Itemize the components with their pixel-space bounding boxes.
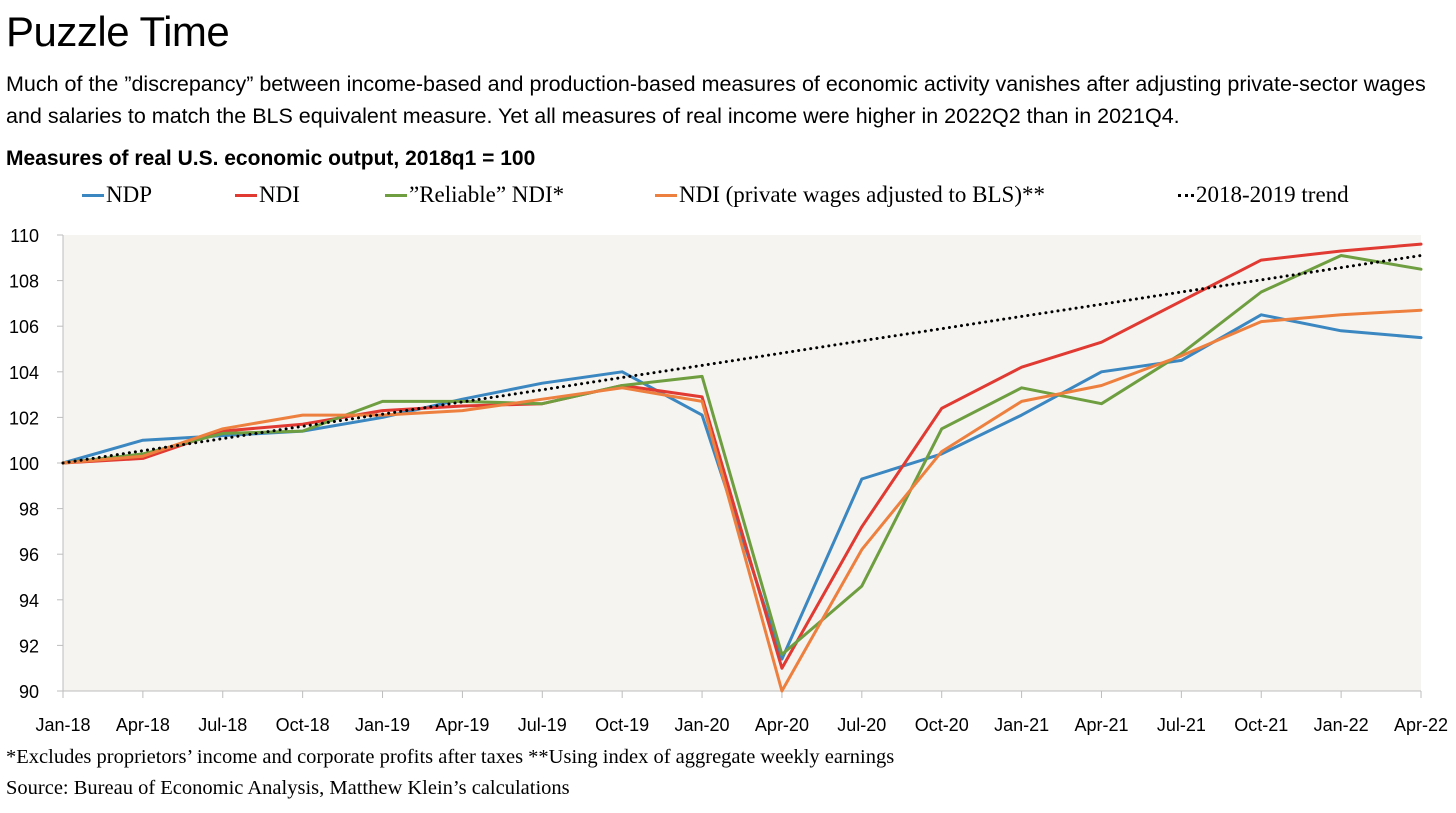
x-tick-label: Jul-18	[198, 715, 247, 735]
legend-item-ndi-adjusted: NDI (private wages adjusted to BLS)**	[655, 182, 1045, 208]
plot-area	[63, 235, 1421, 691]
series-line-3	[61, 308, 1423, 693]
y-tick-label: 106	[9, 317, 39, 337]
x-tick-label: Jul-19	[518, 715, 567, 735]
legend-item-reliable-ndi: ”Reliable” NDI*	[385, 182, 564, 208]
page-title: Puzzle Time	[6, 8, 230, 55]
x-tick-label: Oct-21	[1234, 715, 1288, 735]
chart-heading: Measures of real U.S. economic output, 2…	[6, 147, 536, 170]
x-tick-label: Oct-20	[915, 715, 969, 735]
x-tick-label: Jan-21	[994, 715, 1049, 735]
y-tick-label: 90	[19, 682, 39, 702]
x-tick-label: Jan-19	[355, 715, 410, 735]
series-line-1	[61, 242, 1423, 670]
x-tick-label: Apr-22	[1394, 715, 1448, 735]
y-tick-label: 100	[9, 454, 39, 474]
y-tick-label: 110	[10, 226, 39, 246]
x-tick-label: Jan-22	[1314, 715, 1369, 735]
x-tick-label: Oct-18	[276, 715, 330, 735]
y-tick-label: 104	[9, 363, 39, 383]
chart-footnote: *Excludes proprietors’ income and corpor…	[6, 746, 895, 768]
line-chart: 90 92 94 96 98 100 102 104 106 108 110 Jan-18 Apr-18…	[9, 226, 1448, 735]
legend-label-reliable-ndi: ”Reliable” NDI*	[409, 182, 565, 207]
x-tick-label: Jan-20	[675, 715, 730, 735]
x-tick-label: Oct-19	[595, 715, 649, 735]
series-line-2	[61, 254, 1423, 656]
y-tick-label: 96	[19, 545, 39, 565]
y-tick-label: 98	[19, 500, 39, 520]
chart-source: Source: Bureau of Economic Analysis, Mat…	[6, 777, 570, 799]
y-tick-label: 108	[9, 272, 39, 292]
legend-item-ndi: NDI	[235, 182, 300, 208]
legend-label-ndi-adjusted: NDI (private wages adjusted to BLS)**	[679, 182, 1046, 207]
x-tick-label: Jan-18	[35, 715, 90, 735]
x-tick-label: Apr-20	[755, 715, 809, 735]
legend-swatch-ndi	[235, 193, 257, 197]
x-tick-label: Jul-20	[837, 715, 886, 735]
legend-swatch-reliable-ndi	[385, 193, 407, 197]
x-tick-label: Jul-21	[1157, 715, 1206, 735]
legend-swatch-ndi-adjusted	[655, 193, 677, 197]
legend-swatch-trend	[1178, 193, 1194, 197]
legend-label-trend: 2018-2019 trend	[1196, 182, 1349, 207]
y-tick-label: 102	[9, 408, 39, 428]
chart-legend: NDP NDI ”Reliable” NDI* NDI (private wag…	[0, 182, 1456, 216]
x-tick-label: Apr-18	[116, 715, 170, 735]
x-tick-label: Apr-19	[435, 715, 489, 735]
legend-item-trend: 2018-2019 trend	[1178, 182, 1349, 208]
x-tick-label: Apr-21	[1074, 715, 1128, 735]
legend-label-ndp: NDP	[106, 182, 153, 207]
legend-label-ndi: NDI	[259, 182, 300, 207]
page-subtitle: Much of the ”discrepancy” between income…	[6, 72, 1426, 128]
legend-item-ndp: NDP	[82, 182, 152, 208]
legend-swatch-ndp	[82, 193, 104, 197]
y-tick-label: 92	[19, 636, 39, 656]
y-tick-label: 94	[19, 591, 39, 611]
